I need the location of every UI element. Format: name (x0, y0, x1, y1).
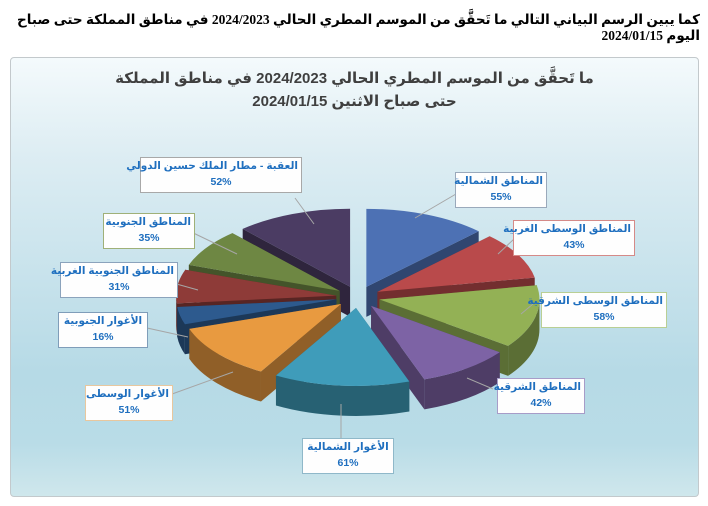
page-header-text: كما يبين الرسم البياني التالي ما تَحقَّق… (17, 12, 700, 43)
leader-line-2 (520, 303, 534, 315)
pie-slice-8[interactable] (188, 233, 340, 291)
leader-line-5 (160, 371, 234, 399)
chart-title-line1: ما تَحقَّق من الموسم المطري الحالي 2024/… (115, 70, 594, 87)
region-name: الأغوار الجنوبية (63, 315, 143, 327)
pie-slice-7[interactable] (176, 269, 337, 304)
leader-line-9 (294, 197, 315, 225)
region-value: 55% (490, 190, 512, 203)
region-name: المناطق الجنوبية الغربية (50, 265, 174, 277)
region-callout-2: المناطق الوسطى الشرقية 58% (527, 292, 667, 328)
region-name: الأغوار الوسطى (85, 388, 169, 400)
region-name: الأغوار الشمالية (307, 441, 389, 453)
pie-slice-wall (371, 305, 425, 410)
region-value: 31% (108, 280, 130, 293)
pie-slice-side (177, 307, 185, 355)
region-name: المناطق الشمالية (454, 175, 543, 187)
pie-slice-side (189, 328, 261, 402)
chart-title: ما تَحقَّق من الموسم المطري الحالي 2024/… (11, 67, 698, 114)
leader-line-1 (497, 238, 515, 255)
pie-slice-5[interactable] (189, 303, 341, 372)
region-callout-3: المناطق الشرقية 42% (493, 378, 585, 414)
region-value: 35% (138, 231, 160, 244)
pie-3d-chart (137, 193, 540, 439)
region-callout-4: الأغوار الشمالية 61% (302, 438, 394, 474)
region-name: المناطق الجنوبية (105, 216, 191, 228)
leader-line-3 (466, 377, 494, 390)
region-callout-9: العقبة - مطار الملك حسين الدولي 52% (126, 157, 302, 193)
region-value: 61% (337, 456, 359, 469)
region-value: 52% (210, 175, 232, 188)
region-name: المناطق الوسطى الشرقية (527, 295, 663, 307)
pie-slice-0[interactable] (366, 208, 479, 287)
pie-slice-side (176, 295, 177, 334)
pie-slice-side (508, 299, 540, 376)
pie-slice-1[interactable] (377, 236, 535, 292)
pie-slice-side (424, 352, 500, 410)
region-callout-0: المناطق الشمالية 55% (454, 172, 547, 208)
pie-slice-6[interactable] (177, 299, 337, 325)
region-value: 43% (563, 238, 585, 251)
region-name: المناطق الوسطى الغربية (503, 223, 631, 235)
region-callout-8: المناطق الجنوبية 35% (103, 213, 195, 249)
pie-slice-9[interactable] (242, 208, 351, 287)
pie-slice-3[interactable] (371, 305, 500, 380)
pie-slice-side (275, 375, 410, 416)
region-name: العقبة - مطار الملك حسين الدولي (126, 160, 298, 172)
leader-line-0 (414, 193, 457, 219)
region-value: 16% (92, 330, 114, 343)
region-callout-5: الأغوار الوسطى 51% (85, 385, 173, 421)
chart-panel: ما تَحقَّق من الموسم المطري الحالي 2024/… (10, 57, 699, 497)
region-value: 51% (118, 403, 140, 416)
chart-title-line2: حتى صباح الاثنين 2024/01/15 (252, 93, 457, 111)
region-name: المناطق الشرقية (493, 381, 581, 393)
region-value: 58% (593, 310, 615, 323)
region-callout-7: المناطق الجنوبية الغربية 31% (50, 262, 178, 298)
pie-slice-2[interactable] (379, 285, 540, 346)
region-value: 42% (530, 396, 552, 409)
region-callout-6: الأغوار الجنوبية 16% (58, 312, 148, 348)
pie-slice-4[interactable] (275, 307, 410, 386)
region-callout-1: المناطق الوسطى الغربية 43% (503, 220, 635, 256)
